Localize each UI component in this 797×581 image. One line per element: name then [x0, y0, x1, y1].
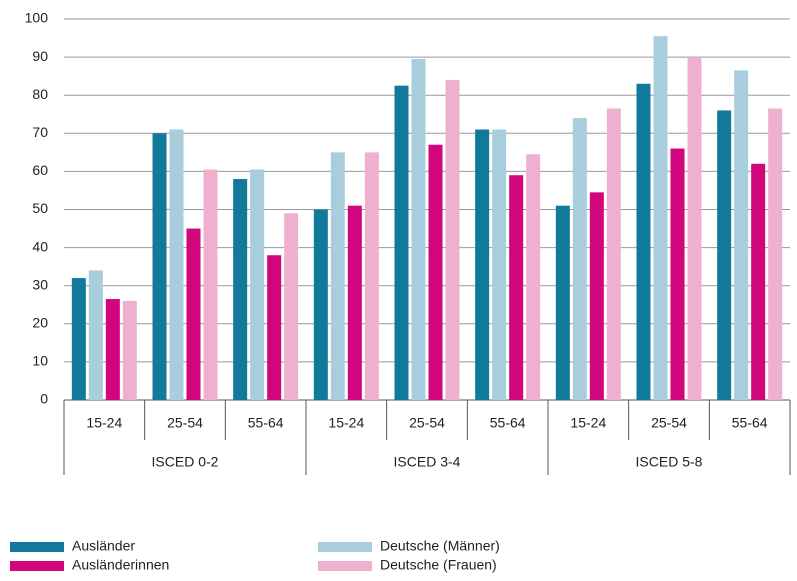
legend-swatch: [318, 561, 372, 571]
legend-swatch: [10, 542, 64, 552]
bar: [347, 205, 362, 400]
bar: [122, 300, 137, 400]
bar: [751, 163, 766, 400]
y-tick-label: 20: [32, 315, 48, 331]
bar: [152, 133, 167, 401]
bar: [169, 129, 184, 401]
x-tick-label: 25-54: [409, 415, 445, 431]
bar: [364, 152, 379, 400]
group-label: ISCED 5-8: [636, 454, 703, 470]
y-tick-label: 50: [32, 200, 48, 216]
bar: [411, 59, 426, 400]
y-tick-label: 60: [32, 162, 48, 178]
bar: [509, 175, 524, 400]
bar: [572, 118, 587, 400]
y-tick-label: 40: [32, 238, 48, 254]
bar: [250, 169, 265, 400]
bar: [475, 129, 490, 401]
bar: [768, 108, 783, 400]
y-tick-label: 0: [40, 391, 48, 407]
bar: [105, 299, 120, 400]
x-tick-label: 55-64: [732, 415, 768, 431]
bar: [186, 228, 201, 400]
bar: [71, 278, 86, 400]
y-tick-label: 70: [32, 124, 48, 140]
x-tick-label: 25-54: [651, 415, 687, 431]
bar: [589, 192, 604, 400]
legend-label: Ausländerinnen: [72, 557, 169, 573]
legend-swatch: [318, 542, 372, 552]
x-tick-label: 15-24: [328, 415, 364, 431]
y-tick-label: 100: [25, 10, 49, 26]
bar: [313, 209, 328, 400]
bar: [717, 110, 732, 400]
bar: [445, 79, 460, 401]
y-tick-label: 30: [32, 276, 48, 292]
legend-label: Deutsche (Männer): [380, 538, 500, 554]
bar: [636, 83, 651, 401]
x-tick-label: 15-24: [570, 415, 606, 431]
group-label: ISCED 0-2: [152, 454, 219, 470]
x-tick-label: 15-24: [86, 415, 122, 431]
bar: [670, 148, 685, 400]
bar: [687, 57, 702, 400]
x-tick-label: 25-54: [167, 415, 203, 431]
bar: [203, 169, 218, 400]
bar: [267, 255, 282, 400]
bar: [555, 205, 570, 400]
x-tick-label: 55-64: [490, 415, 526, 431]
bar: [492, 129, 507, 401]
legend-swatch: [10, 561, 64, 571]
bar: [734, 70, 749, 400]
bar: [284, 213, 299, 400]
bar: [653, 36, 668, 401]
bar: [233, 179, 248, 400]
legend-label: Ausländer: [72, 538, 135, 554]
y-tick-label: 10: [32, 353, 48, 369]
bar: [88, 270, 103, 400]
bar: [394, 85, 409, 401]
bar: [606, 108, 621, 400]
y-tick-label: 80: [32, 86, 48, 102]
legend-label: Deutsche (Frauen): [380, 557, 497, 573]
x-tick-label: 55-64: [248, 415, 284, 431]
group-label: ISCED 3-4: [394, 454, 461, 470]
y-tick-label: 90: [32, 48, 48, 64]
bar: [526, 154, 541, 400]
bar: [428, 144, 443, 400]
bar: [330, 152, 345, 400]
